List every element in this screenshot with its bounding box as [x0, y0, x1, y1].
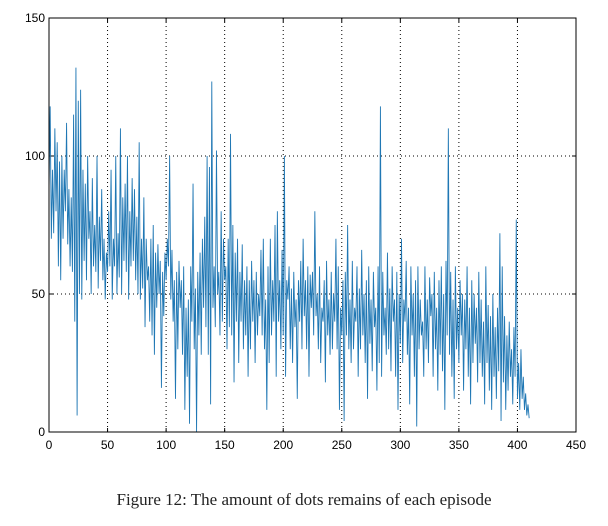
- x-tick-label: 150: [215, 438, 235, 452]
- x-tick-label: 350: [449, 438, 469, 452]
- y-tick-label: 50: [32, 287, 46, 301]
- x-tick-label: 300: [390, 438, 410, 452]
- x-tick-label: 450: [566, 438, 586, 452]
- y-tick-label: 150: [25, 11, 45, 25]
- series-line-0: [48, 67, 530, 433]
- y-tick-label: 100: [25, 149, 45, 163]
- x-tick-label: 250: [332, 438, 352, 452]
- series-layer: [48, 67, 530, 433]
- x-tick-label: 0: [46, 438, 53, 452]
- plot-frame: [48, 17, 577, 433]
- figure-caption: Figure 12: The amount of dots remains of…: [116, 490, 492, 509]
- axis-ticks: 0 50 100 150 200 250 300 350 400 450 0 50 100 150: [25, 11, 586, 452]
- x-tick-label: 100: [156, 438, 176, 452]
- line-chart: 0 50 100 150 200 250 300 350 400 450 0 50 100 150: [25, 11, 586, 452]
- x-tick-label: 50: [101, 438, 115, 452]
- x-tick-label: 200: [273, 438, 293, 452]
- x-tick-label: 400: [507, 438, 527, 452]
- y-tick-label: 0: [38, 425, 45, 439]
